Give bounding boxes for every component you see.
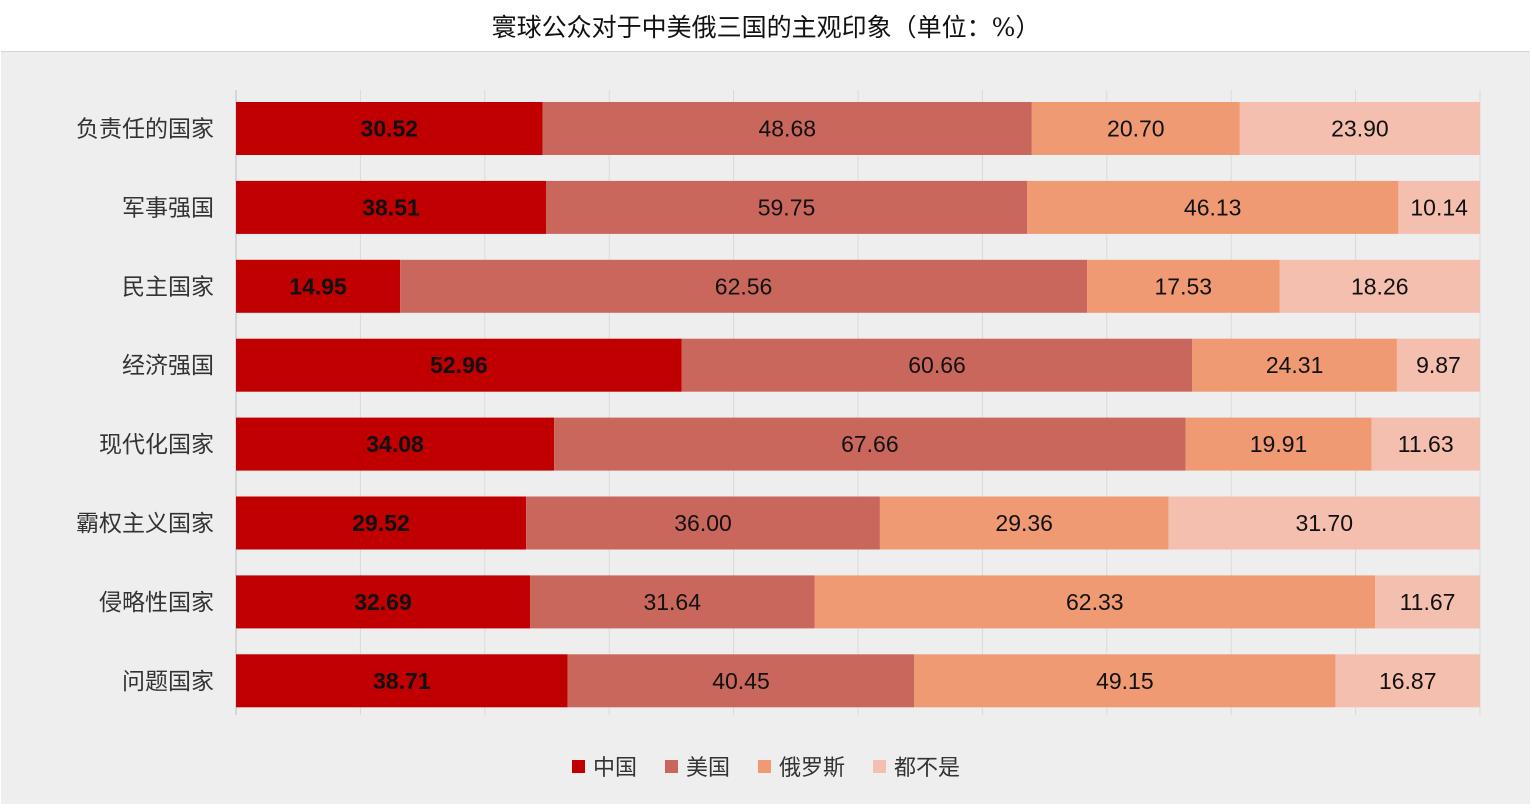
legend-label: 俄罗斯 [779, 756, 846, 781]
bar-segment [236, 102, 543, 155]
bar-segment [1192, 338, 1397, 392]
legend-swatch [758, 759, 771, 773]
bar-segment [681, 338, 1193, 392]
data-label: 29.52 [352, 510, 410, 536]
bar-segment [236, 180, 547, 234]
data-label: 38.51 [362, 194, 420, 220]
bar-segment [526, 496, 880, 550]
data-label: 17.53 [1154, 273, 1212, 299]
bar-segment [1031, 102, 1240, 155]
data-label: 16.87 [1379, 668, 1437, 694]
category-label: 经济强国 [122, 353, 214, 379]
legend-item: 美国 [664, 750, 730, 782]
legend-swatch [571, 759, 585, 773]
legend-swatch [664, 759, 678, 773]
bar-segment [236, 654, 568, 708]
bar-segment [400, 259, 1088, 313]
data-label: 40.45 [712, 668, 770, 694]
bar-segment [554, 417, 1186, 471]
legend-item: 中国 [571, 750, 637, 782]
legend: 中国 美国 俄罗斯 都不是 [0, 750, 1532, 782]
data-label: 59.75 [758, 194, 816, 220]
data-label: 46.13 [1184, 194, 1242, 220]
data-label: 11.63 [1398, 431, 1454, 457]
data-label: 49.15 [1096, 668, 1154, 694]
legend-swatch [873, 759, 887, 773]
bar-segment [1375, 575, 1480, 629]
category-label: 负责任的国家 [76, 117, 214, 143]
data-label: 23.90 [1331, 116, 1389, 142]
title-bar: 寰球公众对于中美俄三国的主观印象（单位：%） [0, 0, 1532, 50]
bar-segment [1027, 180, 1399, 234]
bar-segment [567, 654, 915, 708]
category-label: 现代化国家 [99, 432, 214, 458]
category-label: 问题国家 [122, 669, 214, 695]
bar-segment [236, 496, 527, 550]
data-label: 36.00 [674, 510, 732, 536]
bar-segment [1398, 180, 1480, 234]
legend-label: 美国 [685, 756, 730, 781]
data-label: 18.26 [1351, 273, 1409, 299]
data-label: 34.08 [366, 431, 424, 457]
data-label: 30.52 [361, 116, 419, 142]
legend-item: 都不是 [873, 750, 960, 782]
data-label: 62.33 [1066, 589, 1124, 615]
data-label: 67.66 [841, 431, 899, 457]
bar-segment [529, 575, 815, 629]
data-label: 14.95 [289, 273, 347, 299]
data-label: 29.36 [995, 510, 1053, 536]
category-label: 侵略性国家 [99, 590, 214, 616]
bar-segment [236, 417, 555, 471]
bar-segment [236, 338, 682, 392]
category-label: 霸权主义国家 [76, 511, 214, 537]
data-label: 9.87 [1416, 352, 1461, 378]
data-label: 52.96 [430, 352, 488, 378]
data-label: 10.14 [1410, 194, 1468, 220]
bar-segment [1335, 654, 1480, 708]
bar-segment [1087, 259, 1280, 313]
bar-segment [1279, 259, 1480, 313]
data-label: 60.66 [908, 352, 966, 378]
bar-segment [879, 496, 1169, 550]
bar-segment [814, 575, 1376, 629]
bar-segment [546, 180, 1028, 234]
legend-label: 中国 [592, 756, 637, 781]
bar-segment [542, 102, 1032, 155]
data-label: 31.64 [643, 589, 701, 615]
bar-segment [1396, 338, 1480, 392]
chart-title: 寰球公众对于中美俄三国的主观印象（单位：%） [491, 13, 1041, 42]
data-label: 62.56 [715, 273, 773, 299]
data-label: 24.31 [1266, 352, 1324, 378]
bar-segment [914, 654, 1336, 708]
data-label: 19.91 [1250, 431, 1308, 457]
bar-segment [236, 259, 401, 313]
legend-item: 俄罗斯 [758, 750, 845, 782]
data-label: 20.70 [1107, 116, 1165, 142]
bar-segment [1371, 417, 1480, 471]
bar-segment [1239, 102, 1480, 155]
category-label: 军事强国 [122, 195, 214, 221]
data-label: 38.71 [373, 668, 431, 694]
bar-segment [236, 575, 530, 629]
bar-segment [1168, 496, 1480, 550]
legend-label: 都不是 [894, 756, 961, 781]
category-label: 民主国家 [122, 274, 214, 300]
bar-segment [1185, 417, 1372, 471]
data-label: 48.68 [758, 116, 816, 142]
data-label: 11.67 [1400, 589, 1456, 615]
data-label: 31.70 [1295, 510, 1353, 536]
data-label: 32.69 [354, 589, 412, 615]
